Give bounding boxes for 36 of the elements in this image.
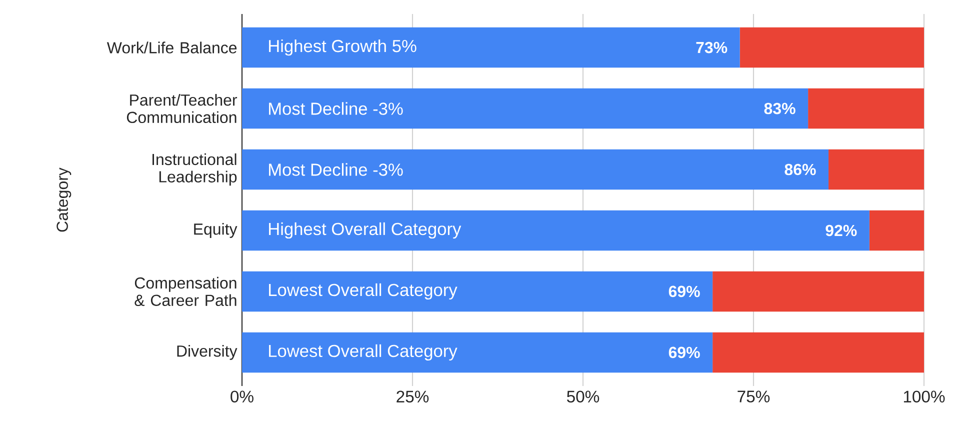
bar [808, 88, 924, 129]
x-tick-label: 0% [230, 390, 254, 403]
bar [740, 27, 924, 68]
bar [242, 88, 808, 129]
bar [242, 149, 829, 190]
y-tick-label: Compensation & Career Path [134, 276, 236, 306]
x-tick-label: 50% [566, 390, 600, 403]
y-tick-label: Parent/Teacher Communication [126, 94, 238, 124]
bar [242, 27, 740, 68]
bar [712, 271, 924, 312]
bar [242, 271, 713, 312]
y-tick-label: Instructional Leadership [152, 153, 237, 186]
bar [712, 332, 924, 373]
data-label: 69% [668, 286, 700, 298]
bar [242, 332, 713, 373]
annotation: Highest Growth 5% [269, 39, 416, 56]
bar [828, 149, 924, 190]
data-label: 69% [668, 346, 700, 358]
y-tick-label: Diversity [177, 345, 238, 360]
y-axis-title: Category [56, 168, 72, 232]
data-label: 83% [764, 102, 796, 114]
annotation: Lowest Overall Category [269, 283, 458, 300]
annotation: Most Decline -3% [269, 102, 403, 115]
data-label: 86% [784, 164, 816, 176]
data-label: 73% [696, 42, 728, 54]
annotation: Most Decline -3% [269, 163, 403, 176]
annotation: Lowest Overall Category [269, 344, 458, 361]
x-tick-label: 25% [396, 390, 429, 403]
bar [242, 210, 870, 251]
data-label: 92% [826, 224, 857, 236]
annotation: Highest Overall Category [269, 222, 462, 239]
x-tick-label: 100% [904, 390, 945, 403]
y-tick-label: Equity [194, 223, 238, 238]
y-tick-label: Work/Life Balance [106, 42, 237, 54]
x-tick-label: 75% [738, 390, 770, 402]
bar [869, 210, 924, 251]
